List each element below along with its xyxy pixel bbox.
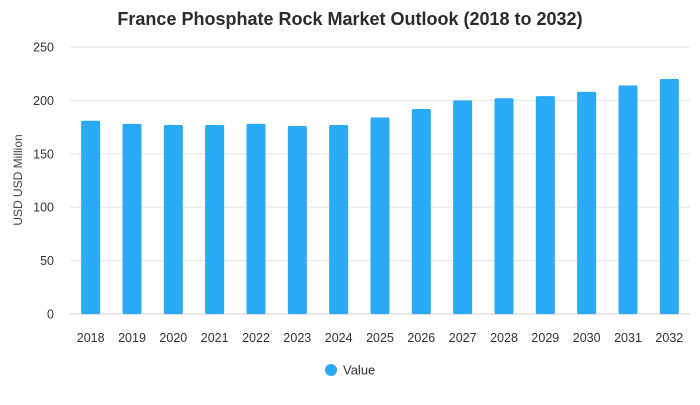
x-tick-label: 2030: [573, 331, 601, 345]
legend: Value: [325, 363, 375, 378]
x-tick-label: 2032: [655, 331, 683, 345]
legend-marker-value: [325, 364, 337, 376]
x-tick-label: 2028: [490, 331, 518, 345]
x-tick-label: 2021: [201, 331, 229, 345]
x-tick-label: 2023: [283, 331, 311, 345]
x-tick-label: 2027: [449, 331, 477, 345]
bar-2022: [246, 123, 266, 315]
y-tick-label: 50: [40, 254, 54, 268]
y-tick-label: 250: [33, 41, 54, 55]
y-tick-label: 150: [33, 147, 54, 161]
x-tick-label: 2018: [77, 331, 105, 345]
x-tick-label: 2029: [531, 331, 559, 345]
bar-2018: [81, 120, 101, 314]
bars: [81, 79, 679, 315]
x-tick-label: 2026: [407, 331, 435, 345]
x-tick-label: 2024: [325, 331, 353, 345]
y-axis-ticks: 0 50 100 150 200 250: [33, 41, 54, 322]
chart-title: France Phosphate Rock Market Outlook (20…: [117, 9, 582, 29]
x-tick-label: 2031: [614, 331, 642, 345]
bar-2026: [411, 108, 431, 314]
bar-2030: [577, 91, 597, 314]
bar-2021: [205, 124, 225, 315]
x-axis-ticks: 2018 2019 2020 2021 2022 2023 2024 2025 2026 2027…: [77, 331, 684, 345]
x-tick-label: 2025: [366, 331, 394, 345]
y-tick-label: 100: [33, 201, 54, 215]
bar-2031: [618, 85, 638, 314]
bar-2032: [659, 79, 679, 314]
bar-2028: [494, 98, 514, 314]
x-tick-label: 2022: [242, 331, 270, 345]
x-tick-label: 2019: [118, 331, 146, 345]
y-axis-label: USD USD Million: [11, 134, 25, 225]
bar-2027: [453, 100, 473, 315]
bar-2025: [370, 117, 390, 314]
legend-label-value: Value: [343, 363, 375, 378]
bar-2020: [163, 124, 183, 315]
y-tick-label: 200: [33, 94, 54, 108]
x-tick-label: 2020: [159, 331, 187, 345]
bar-2029: [535, 96, 555, 315]
y-tick-label: 0: [47, 308, 54, 322]
bar-2024: [329, 124, 349, 315]
bar-2019: [122, 123, 142, 315]
bar-2023: [287, 126, 307, 314]
